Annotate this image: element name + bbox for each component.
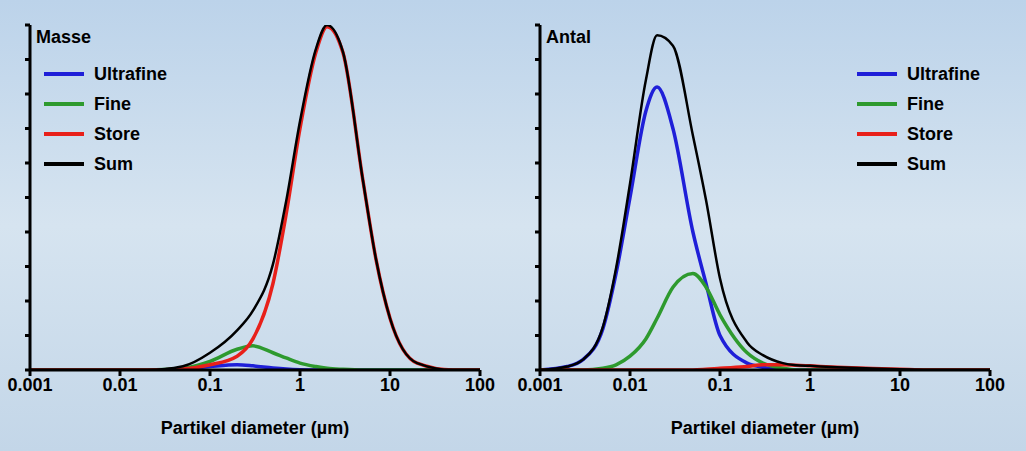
svg-text:Partikel diameter (µm): Partikel diameter (µm) <box>161 418 349 438</box>
html-text:Fine: Fine <box>94 93 131 114</box>
svg-text:0.001: 0.001 <box>7 375 52 395</box>
html-text:Store: Store <box>907 123 953 144</box>
svg-text:100: 100 <box>975 375 1005 395</box>
html-text:Ultrafine: Ultrafine <box>907 63 980 84</box>
svg-text:0.1: 0.1 <box>707 375 732 395</box>
html-text:Masse: Masse <box>36 27 91 47</box>
html-text:Antal: Antal <box>546 27 591 47</box>
svg-text:0.1: 0.1 <box>197 375 222 395</box>
svg-text:1: 1 <box>805 375 815 395</box>
html-text:Sum: Sum <box>94 153 133 174</box>
svg-text:0.01: 0.01 <box>102 375 137 395</box>
svg-text:10: 10 <box>890 375 910 395</box>
html-text:Sum: Sum <box>907 153 946 174</box>
svg-text:Partikel diameter (µm): Partikel diameter (µm) <box>671 418 859 438</box>
svg-text:100: 100 <box>465 375 495 395</box>
svg-text:0.01: 0.01 <box>612 375 647 395</box>
svg-text:1: 1 <box>295 375 305 395</box>
svg-text:0.001: 0.001 <box>517 375 562 395</box>
svg-text:10: 10 <box>380 375 400 395</box>
html-text:Ultrafine: Ultrafine <box>94 63 167 84</box>
html-text:Store: Store <box>94 123 140 144</box>
html-text:Fine: Fine <box>907 93 944 114</box>
